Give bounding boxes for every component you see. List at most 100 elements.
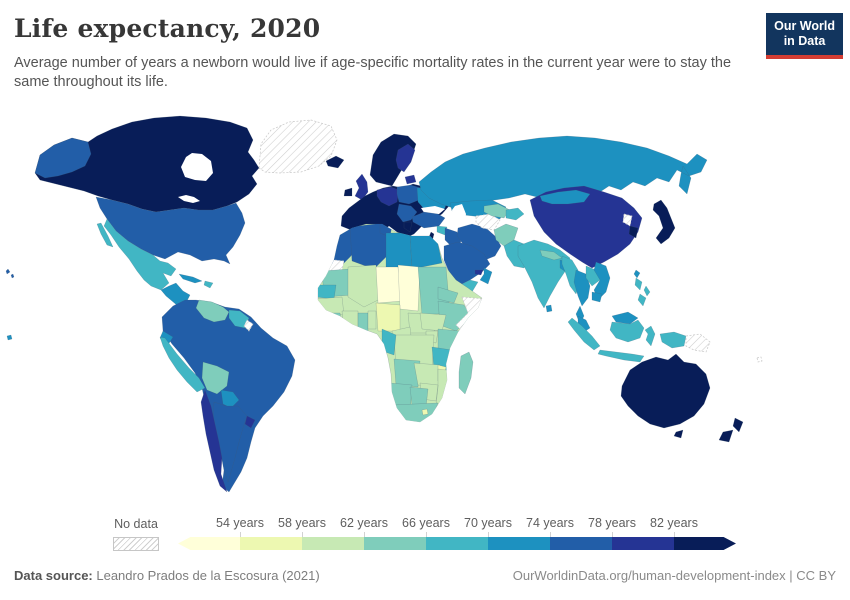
map-legend: No data 54 years 58 years 62 years 66 ye… xyxy=(0,516,850,554)
region-china[interactable] xyxy=(529,185,643,269)
legend-segment[interactable] xyxy=(550,537,612,550)
region-chad[interactable] xyxy=(397,264,421,312)
region-nepal[interactable] xyxy=(539,249,563,261)
region-bolivia[interactable] xyxy=(201,361,230,395)
legend-segment[interactable] xyxy=(426,537,488,550)
region-zambia[interactable] xyxy=(413,362,441,388)
legend-no-data-label: No data xyxy=(114,517,158,531)
region-ghana[interactable] xyxy=(357,312,369,334)
legend-tick-label: 66 years xyxy=(402,516,450,530)
region-peru[interactable] xyxy=(159,336,206,393)
region-australia[interactable] xyxy=(620,353,711,439)
region-fiji[interactable] xyxy=(756,356,763,363)
region-papua-new-guinea[interactable] xyxy=(685,333,711,353)
region-hispaniola[interactable] xyxy=(203,280,214,289)
region-greenland[interactable] xyxy=(258,119,338,174)
data-source-text: Leandro Prados de la Escosura (2021) xyxy=(92,568,320,583)
region-uae[interactable] xyxy=(474,269,484,276)
region-black-sea xyxy=(421,206,445,214)
legend-segment[interactable] xyxy=(178,537,240,550)
region-canada[interactable] xyxy=(34,115,260,213)
page-title: Life expectancy, 2020 xyxy=(14,14,321,43)
legend-tick-label: 62 years xyxy=(340,516,388,530)
region-mozambique[interactable] xyxy=(435,368,455,410)
region-sri-lanka[interactable] xyxy=(545,304,553,313)
region-french-guiana[interactable] xyxy=(243,319,254,332)
legend-segment[interactable] xyxy=(240,537,302,550)
region-cote-divoire[interactable] xyxy=(341,310,359,334)
region-sumatra[interactable] xyxy=(567,317,601,351)
region-sulawesi[interactable] xyxy=(644,325,656,347)
owid-url-link[interactable]: OurWorldinData.org/human-development-ind… xyxy=(512,568,786,583)
region-mongolia[interactable] xyxy=(539,189,591,205)
legend-tick-label: 82 years xyxy=(650,516,698,530)
region-cuba[interactable] xyxy=(178,273,203,284)
region-turkey[interactable] xyxy=(411,211,446,229)
region-philippines[interactable] xyxy=(634,277,651,307)
region-mali[interactable] xyxy=(347,264,381,308)
region-eritrea[interactable] xyxy=(437,286,459,304)
region-angola[interactable] xyxy=(393,358,421,388)
region-germany-central[interactable] xyxy=(376,186,400,207)
region-taiwan[interactable] xyxy=(633,269,641,279)
region-kyrgyzstan-tajikistan[interactable] xyxy=(505,207,525,221)
region-uzbekistan[interactable] xyxy=(483,203,511,219)
region-libya[interactable] xyxy=(385,232,413,270)
legend-segment[interactable] xyxy=(364,537,426,550)
legend-tick-label: 58 years xyxy=(278,516,326,530)
legend-tick-label: 70 years xyxy=(464,516,512,530)
region-japan[interactable] xyxy=(652,199,676,245)
region-central-america[interactable] xyxy=(160,282,191,308)
region-chile[interactable] xyxy=(200,389,228,493)
legend-segment[interactable] xyxy=(488,537,550,550)
legend-ticks xyxy=(178,531,740,537)
region-indonesia-borneo[interactable] xyxy=(609,319,645,343)
region-kenya[interactable] xyxy=(437,328,461,352)
world-map[interactable] xyxy=(0,111,850,504)
region-ireland[interactable] xyxy=(343,187,353,197)
region-cambodia[interactable] xyxy=(591,291,603,303)
region-oman[interactable] xyxy=(479,267,493,285)
region-south-sudan[interactable] xyxy=(419,312,447,332)
legend-segment[interactable] xyxy=(612,537,674,550)
region-algeria[interactable] xyxy=(349,223,391,270)
region-venezuela[interactable] xyxy=(195,299,230,323)
region-balkans[interactable] xyxy=(396,203,418,223)
region-hawaii[interactable] xyxy=(5,268,15,279)
region-mexico[interactable] xyxy=(96,218,177,291)
region-south-korea[interactable] xyxy=(628,225,639,239)
region-russia[interactable] xyxy=(418,135,708,209)
region-guinea[interactable] xyxy=(316,296,345,316)
region-west-papua[interactable] xyxy=(659,331,687,349)
data-source: Data source: Leandro Prados de la Escosu… xyxy=(14,568,320,583)
region-madagascar[interactable] xyxy=(458,351,474,395)
region-baltics[interactable] xyxy=(404,174,417,185)
region-india[interactable] xyxy=(517,239,571,309)
region-south-africa[interactable] xyxy=(391,402,439,427)
legend-segment[interactable] xyxy=(302,537,364,550)
region-new-zealand[interactable] xyxy=(718,417,744,443)
region-uruguay[interactable] xyxy=(244,415,256,429)
region-benin-togo[interactable] xyxy=(367,310,377,330)
region-somalia[interactable] xyxy=(455,296,486,334)
region-lesotho[interactable] xyxy=(421,408,429,416)
owid-logo-line2: in Data xyxy=(783,34,826,49)
region-java[interactable] xyxy=(597,349,645,363)
region-egypt[interactable] xyxy=(409,232,443,270)
region-nigeria[interactable] xyxy=(375,302,401,332)
region-guyanas[interactable] xyxy=(228,309,250,329)
region-french-polynesia[interactable] xyxy=(6,334,13,341)
legend-tick-label: 54 years xyxy=(216,516,264,530)
region-borneo-malaysia[interactable] xyxy=(611,311,639,325)
owid-logo-line1: Our World xyxy=(774,19,835,33)
region-alaska[interactable] xyxy=(34,137,92,179)
region-iceland[interactable] xyxy=(325,155,345,169)
region-greece[interactable] xyxy=(403,221,413,233)
legend-no-data-swatch[interactable] xyxy=(113,537,159,551)
region-poland-east[interactable] xyxy=(396,184,422,205)
region-finland[interactable] xyxy=(395,143,416,173)
region-paraguay[interactable] xyxy=(220,389,240,409)
region-sierra-leone-liberia[interactable] xyxy=(321,312,343,330)
legend-segment[interactable] xyxy=(674,537,736,550)
region-senegal[interactable] xyxy=(314,284,337,300)
